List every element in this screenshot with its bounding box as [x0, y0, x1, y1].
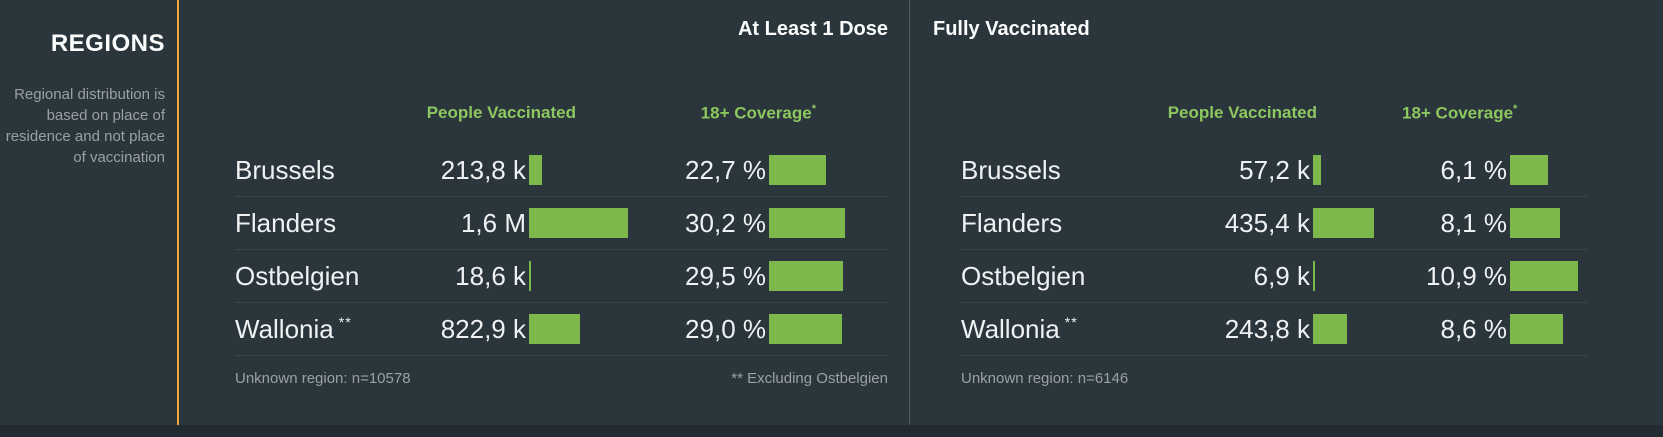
orange-divider: [177, 0, 179, 425]
dose1-footnotes: Unknown region: n=10578 ** Excluding Ost…: [235, 356, 888, 387]
region-name: Wallonia **: [235, 313, 352, 344]
column-header-people-vaccinated: People Vaccinated: [426, 103, 576, 122]
bottom-band: [0, 425, 1663, 437]
coverage-bar: [769, 208, 845, 238]
dose1-column-headers: People Vaccinated 18+ Coverage*: [235, 98, 888, 128]
coverage-bar: [769, 261, 843, 291]
regions-note: Regional distribution is based on place …: [5, 86, 165, 166]
coverage-value: 30,2 %: [685, 207, 766, 238]
people-bar-cell: [1310, 250, 1402, 302]
coverage-bar-cell: [766, 303, 888, 355]
coverage-bar: [769, 314, 842, 344]
region-name: Flanders: [235, 207, 337, 238]
coverage-value: 6,1 %: [1440, 154, 1508, 185]
people-bar: [529, 314, 580, 344]
coverage-asterisk: *: [811, 102, 816, 115]
region-name: Ostbelgien: [235, 260, 360, 291]
coverage-value: 8,6 %: [1440, 313, 1508, 344]
people-value: 435,4 k: [1224, 207, 1310, 238]
people-value: 18,6 k: [455, 260, 526, 291]
coverage-bar: [1510, 314, 1564, 344]
panel-divider: [909, 0, 910, 425]
coverage-bar-cell: [1507, 303, 1587, 355]
people-bar-cell: [526, 144, 661, 196]
regions-title: REGIONS: [50, 30, 165, 57]
people-bar-cell: [1310, 303, 1402, 355]
column-header-people-vaccinated: People Vaccinated: [1167, 103, 1317, 122]
coverage-bar: [1510, 261, 1578, 291]
coverage-bar: [769, 155, 826, 185]
table-row: Brussels 57,2 k 6,1 %: [961, 144, 1587, 197]
fully-table: People Vaccinated 18+ Coverage* Brussels…: [910, 98, 1663, 387]
coverage-bar-cell: [1507, 250, 1587, 302]
region-name: Flanders: [961, 207, 1063, 238]
panel-title-dose1: At Least 1 Dose: [737, 18, 888, 40]
people-bar: [529, 261, 531, 291]
region-marker: **: [1064, 313, 1078, 330]
footnote-excluding-ostbelgien: ** Excluding Ostbelgien: [731, 370, 888, 387]
people-bar: [529, 208, 629, 238]
people-bar: [1313, 208, 1374, 238]
people-value: 1,6 M: [460, 207, 526, 238]
coverage-value: 10,9 %: [1426, 260, 1507, 291]
people-value: 243,8 k: [1224, 313, 1310, 344]
coverage-bar-cell: [766, 197, 888, 249]
table-row: Wallonia ** 822,9 k 29,0 %: [235, 303, 888, 356]
region-marker: **: [338, 313, 352, 330]
coverage-value: 29,0 %: [685, 313, 766, 344]
coverage-bar: [1510, 155, 1548, 185]
column-header-coverage: 18+ Coverage*: [1402, 102, 1518, 123]
people-value: 6,9 k: [1253, 260, 1310, 291]
column-header-coverage: 18+ Coverage*: [700, 102, 816, 123]
panel-at-least-1-dose: At Least 1 Dose People Vaccinated 18+ Co…: [180, 0, 909, 387]
dose1-table: People Vaccinated 18+ Coverage* Brussels…: [180, 98, 909, 387]
people-bar: [1313, 314, 1348, 344]
region-name: Brussels: [961, 154, 1061, 185]
people-bar: [1313, 261, 1315, 291]
table-row: Flanders 1,6 M 30,2 %: [235, 197, 888, 250]
table-row: Wallonia ** 243,8 k 8,6 %: [961, 303, 1587, 356]
dose1-rows: Brussels 213,8 k 22,7 % Flanders 1,6 M 3…: [235, 144, 888, 356]
table-row: Ostbelgien 6,9 k 10,9 %: [961, 250, 1587, 303]
panel-fully-vaccinated: Fully Vaccinated People Vaccinated 18+ C…: [910, 0, 1663, 387]
fully-column-headers: People Vaccinated 18+ Coverage*: [961, 98, 1587, 128]
people-bar-cell: [526, 250, 661, 302]
people-bar: [529, 155, 543, 185]
people-bar: [1313, 155, 1321, 185]
coverage-value: 8,1 %: [1440, 207, 1508, 238]
people-bar-cell: [526, 197, 661, 249]
people-value: 213,8 k: [440, 154, 526, 185]
people-bar-cell: [1310, 144, 1402, 196]
region-name: Brussels: [235, 154, 335, 185]
people-bar-cell: [1310, 197, 1402, 249]
table-row: Flanders 435,4 k 8,1 %: [961, 197, 1587, 250]
coverage-bar-cell: [1507, 197, 1587, 249]
region-name: Ostbelgien: [961, 260, 1086, 291]
people-value: 822,9 k: [440, 313, 526, 344]
footnote-unknown-region: Unknown region: n=6146: [961, 370, 1129, 387]
panel-title-fully: Fully Vaccinated: [933, 18, 1090, 40]
coverage-value: 29,5 %: [685, 260, 766, 291]
people-value: 57,2 k: [1239, 154, 1310, 185]
people-bar-cell: [526, 303, 661, 355]
regions-sidebar: REGIONS Regional distribution is based o…: [0, 0, 177, 425]
coverage-bar: [1510, 208, 1561, 238]
fully-footnotes: Unknown region: n=6146: [961, 356, 1587, 387]
table-row: Brussels 213,8 k 22,7 %: [235, 144, 888, 197]
coverage-bar-cell: [766, 144, 888, 196]
coverage-asterisk: *: [1513, 102, 1518, 115]
coverage-value: 22,7 %: [685, 154, 766, 185]
footnote-unknown-region: Unknown region: n=10578: [235, 370, 411, 387]
coverage-bar-cell: [766, 250, 888, 302]
coverage-bar-cell: [1507, 144, 1587, 196]
region-name: Wallonia **: [961, 313, 1078, 344]
table-row: Ostbelgien 18,6 k 29,5 %: [235, 250, 888, 303]
fully-rows: Brussels 57,2 k 6,1 % Flanders 435,4 k 8…: [961, 144, 1587, 356]
